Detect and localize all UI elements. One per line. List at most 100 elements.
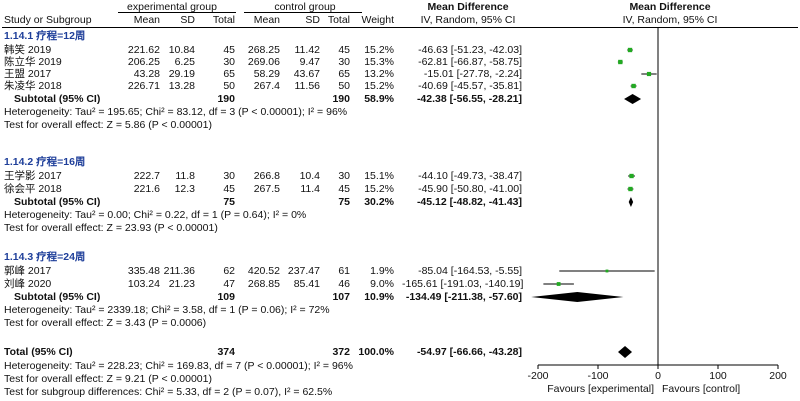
header-ctrl-total: Total — [327, 14, 350, 26]
ctrl-mean: 268.85 — [247, 278, 280, 290]
subgroup-heading: 1.14.2 疗程=16周 — [4, 156, 86, 168]
exp-mean: 221.62 — [127, 44, 160, 56]
x-tick-label: 0 — [655, 370, 661, 382]
ctrl-total: 65 — [338, 68, 350, 80]
ctrl-sd: 11.4 — [300, 183, 320, 195]
ctrl-mean: 267.4 — [253, 80, 280, 92]
subgroup-heading: 1.14.3 疗程=24周 — [4, 251, 86, 263]
x-tick-label: 100 — [709, 370, 727, 382]
ctrl-mean: 420.52 — [247, 265, 280, 277]
subtotal-ctrl-total: 75 — [338, 196, 350, 208]
point-estimate — [646, 71, 652, 77]
subtotal-weight: 58.9% — [364, 93, 394, 105]
mean-difference-ci: -40.69 [-45.57, -35.81] — [418, 80, 522, 92]
study-name: 王盟 2017 — [4, 68, 52, 80]
subgroup-differences-text: Test for subgroup differences: Chi² = 5.… — [4, 386, 333, 398]
study-name: 朱凌华 2018 — [4, 80, 62, 92]
exp-sd: 29.19 — [168, 68, 195, 80]
subtotal-diamond — [531, 292, 624, 302]
point-estimate — [631, 83, 636, 89]
weight: 13.2% — [364, 68, 394, 80]
weight: 15.3% — [364, 56, 394, 68]
point-estimate — [627, 47, 633, 53]
exp-total: 62 — [223, 265, 235, 277]
ctrl-total: 61 — [338, 265, 350, 277]
point-estimate — [618, 59, 623, 65]
point-estimate — [629, 173, 634, 179]
x-tick-label: 200 — [769, 370, 787, 382]
ctrl-mean: 268.25 — [247, 44, 280, 56]
exp-mean: 222.7 — [133, 170, 160, 182]
study-name: 陈立华 2019 — [4, 56, 62, 68]
exp-total: 45 — [223, 183, 235, 195]
weight: 15.2% — [364, 80, 394, 92]
subtotal-diamond — [628, 197, 634, 207]
mean-difference-ci: -46.63 [-51.23, -42.03] — [418, 44, 522, 56]
exp-total: 65 — [223, 68, 235, 80]
subgroup-heading: 1.14.1 疗程=12周 — [4, 30, 86, 42]
exp-sd: 13.28 — [168, 80, 195, 92]
heterogeneity-text: Heterogeneity: Tau² = 2339.18; Chi² = 3.… — [4, 304, 330, 316]
subtotal-ci: -134.49 [-211.38, -57.60] — [405, 291, 522, 303]
favours-control-label: Favours [control] — [662, 383, 740, 395]
exp-sd: 11.8 — [175, 170, 195, 182]
heterogeneity-text: Heterogeneity: Tau² = 0.00; Chi² = 0.22,… — [4, 209, 307, 221]
ctrl-total: 46 — [338, 278, 350, 290]
header-rule — [2, 27, 798, 28]
exp-mean: 206.25 — [127, 56, 160, 68]
subtotal-exp-total: 190 — [217, 93, 235, 105]
overall-effect-text: Test for overall effect: Z = 3.43 (P = 0… — [4, 317, 207, 329]
mean-difference-ci: -45.90 [-50.80, -41.00] — [418, 183, 522, 195]
subtotal-label: Subtotal (95% CI) — [14, 291, 101, 303]
exp-sd: 12.3 — [174, 183, 195, 195]
exp-total: 45 — [223, 44, 235, 56]
study-name: 徐会平 2018 — [4, 183, 62, 195]
header-mean-difference: Mean Difference — [427, 1, 509, 13]
exp-mean: 335.48 — [127, 265, 160, 277]
point-estimate — [556, 282, 561, 286]
ctrl-sd: 237.47 — [287, 265, 320, 277]
study-marker — [641, 71, 657, 77]
exp-total: 50 — [223, 80, 235, 92]
header-ctrl-sd: SD — [305, 14, 320, 26]
subtotal-exp-total: 75 — [223, 196, 235, 208]
mean-difference-ci: -85.04 [-164.53, -5.55] — [418, 265, 522, 277]
header-control-group: control group — [274, 1, 336, 13]
study-marker — [559, 269, 655, 273]
exp-total: 47 — [223, 278, 235, 290]
header-exp-total: Total — [212, 14, 235, 26]
header-ci-plot: IV, Random, 95% CI — [622, 14, 718, 26]
exp-total: 30 — [223, 170, 235, 182]
subtotal-label: Subtotal (95% CI) — [14, 93, 101, 105]
total-label: Total (95% CI) — [4, 346, 73, 358]
study-name: 韩笑 2019 — [4, 44, 52, 56]
ctrl-sd: 9.47 — [299, 56, 320, 68]
total-overall-effect-text: Test for overall effect: Z = 9.21 (P < 0… — [4, 373, 212, 385]
header-ci: IV, Random, 95% CI — [420, 14, 516, 26]
study-name: 郭峰 2017 — [4, 265, 52, 277]
group-underline-control — [244, 12, 362, 13]
group-underline-experimental — [118, 12, 236, 13]
subtotal-diamond — [624, 94, 642, 104]
overall-effect-text: Test for overall effect: Z = 23.93 (P < … — [4, 222, 218, 234]
x-tick-label: -100 — [587, 370, 608, 382]
ctrl-mean: 269.06 — [247, 56, 280, 68]
weight: 15.2% — [364, 44, 394, 56]
ctrl-total: 45 — [338, 183, 350, 195]
overall-effect-text: Test for overall effect: Z = 5.86 (P < 0… — [4, 119, 212, 131]
ctrl-total: 45 — [338, 44, 350, 56]
study-marker — [617, 59, 623, 65]
weight: 9.0% — [370, 278, 394, 290]
study-marker — [543, 282, 574, 286]
subtotal-ctrl-total: 190 — [332, 93, 350, 105]
mean-difference-ci: -62.81 [-66.87, -58.75] — [418, 56, 522, 68]
total-weight: 100.0% — [358, 346, 394, 358]
forest-plot: -200 -100 0 100 200 Favours [experimental] Fav… — [527, 28, 787, 395]
header-experimental-group: experimental group — [127, 1, 217, 13]
ctrl-mean: 58.29 — [253, 68, 280, 80]
total-heterogeneity-text: Heterogeneity: Tau² = 228.23; Chi² = 169… — [4, 360, 353, 372]
exp-mean: 43.28 — [133, 68, 160, 80]
ctrl-total: 30 — [338, 170, 350, 182]
exp-sd: 6.25 — [174, 56, 195, 68]
